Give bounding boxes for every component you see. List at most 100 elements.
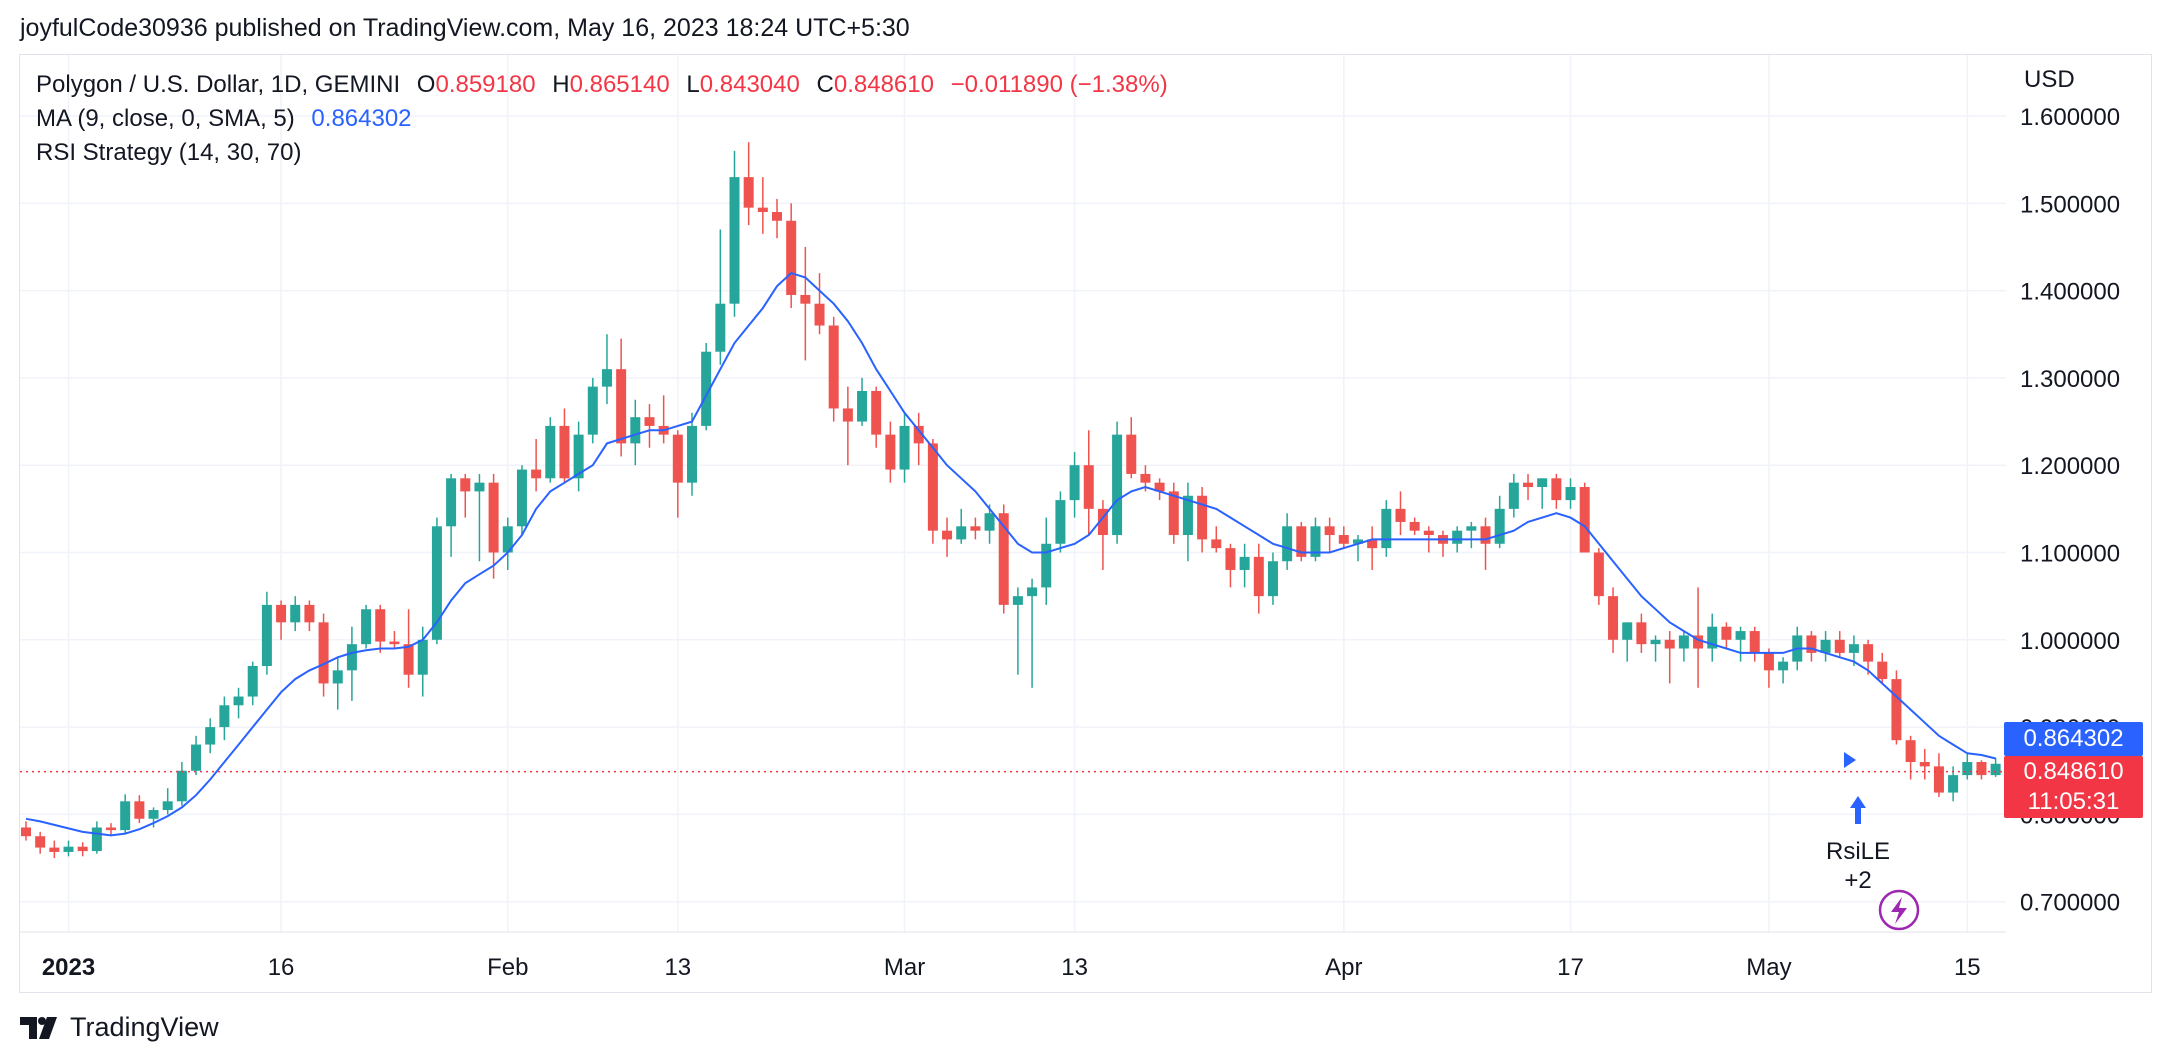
candle[interactable] bbox=[757, 177, 768, 234]
candle[interactable] bbox=[261, 591, 272, 675]
candle[interactable] bbox=[502, 517, 513, 570]
legend-strategy[interactable]: RSI Strategy (14, 30, 70) bbox=[36, 139, 301, 167]
candle[interactable] bbox=[1041, 517, 1052, 605]
candle[interactable] bbox=[1225, 543, 1236, 588]
candle[interactable] bbox=[1551, 473, 1562, 509]
candle[interactable] bbox=[1721, 622, 1732, 649]
candle[interactable] bbox=[375, 604, 386, 653]
candle[interactable] bbox=[446, 473, 457, 557]
candle[interactable] bbox=[1267, 552, 1278, 605]
candle[interactable] bbox=[672, 430, 683, 518]
candle[interactable] bbox=[1239, 543, 1250, 588]
candle[interactable] bbox=[1820, 631, 1831, 662]
chart-frame[interactable] bbox=[19, 54, 2152, 993]
candle[interactable] bbox=[956, 508, 967, 544]
candle[interactable] bbox=[1593, 548, 1604, 605]
candle[interactable] bbox=[21, 821, 31, 841]
candle[interactable] bbox=[1409, 517, 1420, 536]
candle[interactable] bbox=[361, 604, 372, 649]
candle[interactable] bbox=[63, 840, 74, 857]
candle[interactable] bbox=[1083, 430, 1094, 536]
candle[interactable] bbox=[531, 439, 542, 492]
candle[interactable] bbox=[1494, 495, 1505, 549]
candle[interactable] bbox=[1097, 500, 1108, 570]
candle[interactable] bbox=[1735, 626, 1746, 662]
candle[interactable] bbox=[772, 198, 783, 239]
candle[interactable] bbox=[686, 412, 697, 496]
candle[interactable] bbox=[1296, 521, 1307, 562]
candle[interactable] bbox=[927, 439, 938, 544]
candle[interactable] bbox=[1622, 622, 1633, 662]
candle[interactable] bbox=[516, 465, 527, 536]
candle[interactable] bbox=[1112, 421, 1123, 544]
candle[interactable] bbox=[715, 229, 726, 365]
candle[interactable] bbox=[1678, 631, 1689, 662]
candle[interactable] bbox=[1480, 517, 1491, 570]
candle[interactable] bbox=[1012, 587, 1023, 675]
candle[interactable] bbox=[1919, 748, 1930, 780]
candle[interactable] bbox=[332, 657, 343, 710]
candle[interactable] bbox=[49, 840, 60, 859]
candle[interactable] bbox=[644, 404, 655, 448]
candle[interactable] bbox=[942, 517, 953, 557]
candle[interactable] bbox=[729, 150, 740, 317]
candle[interactable] bbox=[219, 696, 230, 741]
candle[interactable] bbox=[1338, 526, 1349, 549]
candle[interactable] bbox=[1508, 473, 1519, 518]
candle[interactable] bbox=[1650, 635, 1661, 662]
legend-ma[interactable]: MA (9, close, 0, SMA, 5) 0.864302 bbox=[36, 105, 412, 133]
candle[interactable] bbox=[1763, 648, 1774, 688]
candle[interactable] bbox=[899, 412, 910, 483]
candle[interactable] bbox=[1381, 500, 1392, 557]
candle[interactable] bbox=[35, 831, 46, 854]
candle[interactable] bbox=[247, 661, 258, 706]
candle[interactable] bbox=[474, 473, 485, 562]
candle[interactable] bbox=[658, 395, 669, 444]
candle[interactable] bbox=[601, 334, 612, 405]
candle[interactable] bbox=[1990, 757, 2001, 777]
currency-label[interactable]: USD bbox=[2024, 66, 2075, 93]
candle[interactable] bbox=[885, 421, 896, 483]
candle[interactable] bbox=[1608, 587, 1619, 653]
candle[interactable] bbox=[134, 795, 145, 824]
candle[interactable] bbox=[417, 626, 428, 697]
candle[interactable] bbox=[1933, 753, 1944, 797]
candle[interactable] bbox=[1395, 491, 1406, 536]
candle[interactable] bbox=[1806, 631, 1817, 662]
candle[interactable] bbox=[460, 473, 471, 518]
candle[interactable] bbox=[1367, 526, 1378, 570]
candle[interactable] bbox=[913, 412, 924, 466]
candle[interactable] bbox=[1352, 535, 1363, 562]
candle[interactable] bbox=[800, 246, 811, 361]
tradingview-logo[interactable]: TradingView bbox=[20, 1012, 219, 1043]
candle[interactable] bbox=[786, 203, 797, 309]
candle[interactable] bbox=[1664, 631, 1675, 684]
candle[interactable] bbox=[559, 408, 570, 483]
candle[interactable] bbox=[814, 273, 825, 335]
candle[interactable] bbox=[389, 631, 400, 649]
candle[interactable] bbox=[346, 626, 357, 701]
lightning-icon[interactable] bbox=[1878, 889, 1920, 931]
candle[interactable] bbox=[1466, 521, 1477, 549]
candle[interactable] bbox=[1324, 517, 1335, 553]
candle[interactable] bbox=[545, 417, 556, 483]
candle[interactable] bbox=[1182, 482, 1193, 562]
candle[interactable] bbox=[318, 613, 329, 697]
candle[interactable] bbox=[191, 735, 202, 776]
candle[interactable] bbox=[1027, 578, 1038, 688]
candle[interactable] bbox=[573, 421, 584, 492]
candle[interactable] bbox=[77, 842, 88, 857]
candle[interactable] bbox=[1579, 482, 1590, 553]
candle[interactable] bbox=[1778, 657, 1789, 684]
candle[interactable] bbox=[842, 386, 853, 466]
candle[interactable] bbox=[998, 504, 1009, 614]
candle[interactable] bbox=[1154, 478, 1165, 501]
candle[interactable] bbox=[701, 342, 712, 431]
candle[interactable] bbox=[106, 823, 117, 837]
candle[interactable] bbox=[857, 377, 868, 426]
candle[interactable] bbox=[120, 794, 131, 834]
candle[interactable] bbox=[1168, 482, 1179, 544]
candle[interactable] bbox=[176, 762, 187, 806]
candle[interactable] bbox=[871, 386, 882, 448]
